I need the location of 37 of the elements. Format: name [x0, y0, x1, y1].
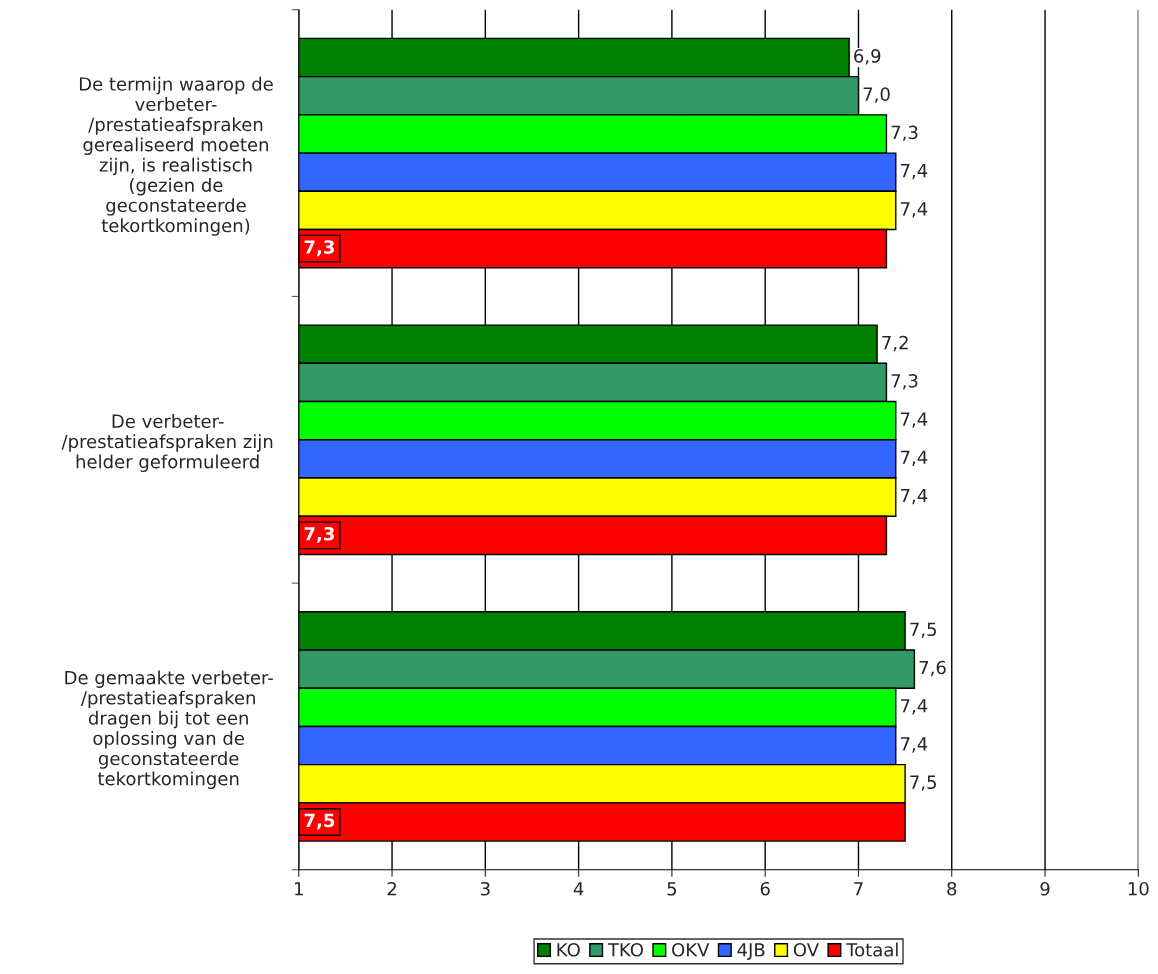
x-tick-label: 10 [1128, 881, 1149, 896]
x-tick-label: 5 [667, 882, 677, 896]
data-label: 7,3 [891, 125, 918, 142]
data-label: 7,4 [900, 699, 928, 715]
x-tick-label: 9 [1040, 881, 1050, 896]
data-label: 6,9 [854, 49, 881, 65]
data-label: 7,2 [882, 335, 908, 352]
data-label: 7,4 [900, 737, 928, 753]
data-label: 7,5 [910, 622, 936, 638]
data-label: 7,3 [304, 240, 334, 257]
data-label: 7,0 [863, 87, 890, 103]
x-tick-label: 3 [480, 881, 490, 896]
x-tick-label: 6 [760, 881, 770, 896]
data-label: 7,4 [900, 164, 928, 180]
legend-label: OKV [672, 942, 710, 957]
data-label: 7,4 [900, 202, 928, 218]
data-label: 7,4 [900, 450, 928, 466]
y-tick-label: De termijn waarop de verbeter- /prestatieafspraken gerealiseerd moeten zijn, is realistisch (gezien de geconstateerde tekortkomingen) [79, 76, 273, 236]
x-tick-label: 7 [854, 882, 863, 896]
x-tick-label: 2 [387, 881, 396, 896]
legend-label: Totaal [846, 942, 898, 957]
data-label: 7,4 [900, 412, 928, 428]
legend-label: 4JB [737, 943, 765, 960]
x-tick-label: 1 [295, 882, 303, 896]
legend-label: KO [557, 942, 580, 957]
data-label: 7,5 [304, 813, 335, 830]
data-label: 7,3 [304, 526, 334, 543]
data-label: 7,3 [891, 374, 918, 390]
y-tick-label: De verbeter- /prestatieafspraken zijn helder geformuleerd [61, 414, 273, 472]
x-tick-label: 4 [573, 882, 584, 896]
legend-label: OV [793, 942, 819, 957]
y-tick-label: De gemaakte verbeter- /prestatieafspraken dragen bij tot een oplossing van de geconstateerde tekortkomingen [65, 670, 273, 789]
legend-label: TKO [607, 942, 643, 957]
data-label: 7,6 [919, 660, 946, 677]
x-tick-label: 8 [947, 881, 957, 896]
data-label: 7,4 [900, 488, 928, 505]
data-label: 7,5 [910, 775, 936, 791]
